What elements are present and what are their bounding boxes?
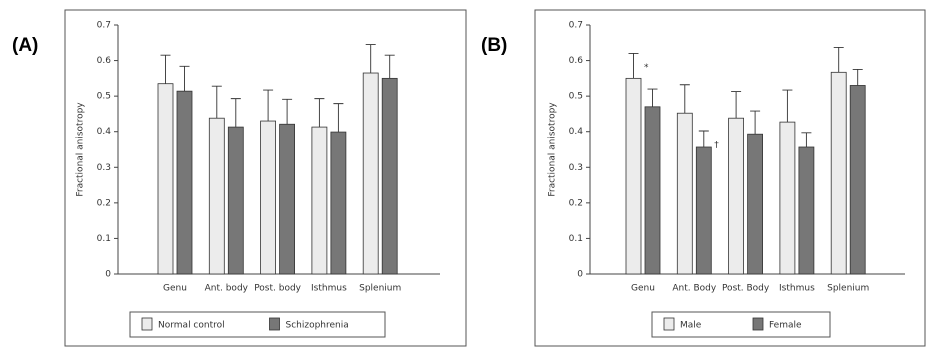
y-tick-label: 0.6 bbox=[569, 56, 584, 66]
legend-label: Female bbox=[769, 321, 802, 331]
error-bar bbox=[833, 46, 844, 73]
panel-frame bbox=[534, 9, 926, 347]
y-tick-label: 0.5 bbox=[569, 92, 583, 102]
y-axis-label: Fractional anisotropy bbox=[548, 102, 558, 197]
x-tick-label: Post. Body bbox=[722, 284, 770, 294]
panel-frame bbox=[64, 9, 467, 347]
error-bar bbox=[384, 54, 395, 79]
bar bbox=[849, 85, 866, 275]
error-bar bbox=[698, 130, 709, 148]
y-tick-label: 0.2 bbox=[569, 198, 583, 208]
bar bbox=[311, 126, 328, 275]
y-tick-label: 0.4 bbox=[569, 127, 584, 137]
x-tick-label: Isthmus bbox=[311, 284, 347, 294]
legend-box bbox=[651, 311, 831, 338]
y-tick-label: 0.7 bbox=[97, 21, 111, 31]
annotation: † bbox=[714, 141, 719, 151]
legend-swatch bbox=[752, 317, 764, 331]
bar bbox=[227, 126, 244, 275]
y-tick-label: 0.1 bbox=[569, 234, 583, 244]
legend-swatch bbox=[269, 317, 280, 331]
y-tick-label: 0.7 bbox=[569, 21, 583, 31]
y-tick-label: 0 bbox=[577, 270, 583, 280]
error-bar bbox=[782, 89, 793, 123]
error-bar bbox=[263, 89, 274, 122]
bar bbox=[728, 117, 744, 275]
legend-label: Normal control bbox=[158, 321, 225, 331]
bar bbox=[830, 71, 847, 275]
panel-label: (A) bbox=[12, 35, 38, 56]
y-tick-label: 0 bbox=[105, 270, 111, 280]
legend-swatch bbox=[663, 317, 675, 331]
y-tick-label: 0.3 bbox=[569, 163, 583, 173]
error-bar bbox=[282, 98, 293, 125]
legend-swatch bbox=[141, 317, 153, 331]
bar bbox=[157, 83, 174, 275]
bar bbox=[747, 133, 763, 275]
error-bar bbox=[750, 110, 761, 135]
bar bbox=[695, 146, 712, 275]
bar bbox=[625, 77, 642, 275]
bar bbox=[260, 120, 277, 275]
x-tick-label: Splenium bbox=[359, 284, 401, 294]
legend-label: Male bbox=[680, 321, 702, 331]
bar bbox=[362, 72, 379, 275]
y-tick-label: 0.3 bbox=[97, 163, 111, 173]
error-bar bbox=[647, 88, 658, 107]
error-bar bbox=[628, 53, 639, 79]
y-tick-label: 0.2 bbox=[97, 198, 111, 208]
bar bbox=[330, 131, 347, 275]
error-bar bbox=[801, 132, 812, 148]
error-bar bbox=[211, 85, 222, 119]
bar bbox=[644, 106, 661, 275]
y-tick-label: 0.4 bbox=[97, 127, 112, 137]
bar bbox=[279, 123, 296, 275]
legend-box bbox=[129, 311, 386, 338]
x-tick-label: Ant. body bbox=[205, 284, 249, 294]
error-bar bbox=[852, 69, 863, 86]
annotation: * bbox=[644, 63, 649, 73]
bar bbox=[381, 77, 398, 275]
x-tick-label: Genu bbox=[631, 284, 655, 294]
x-tick-label: Isthmus bbox=[779, 284, 815, 294]
legend-label: Schizophrenia bbox=[286, 321, 349, 331]
y-tick-label: 0.6 bbox=[97, 56, 112, 66]
bar bbox=[798, 146, 815, 275]
error-bar bbox=[365, 44, 376, 74]
error-bar bbox=[333, 103, 344, 133]
error-bar bbox=[314, 98, 325, 128]
x-tick-label: Genu bbox=[163, 284, 187, 294]
x-tick-label: Splenium bbox=[827, 284, 869, 294]
error-bar bbox=[731, 91, 742, 119]
error-bar bbox=[679, 84, 690, 114]
bar bbox=[779, 121, 796, 275]
y-tick-label: 0.5 bbox=[97, 92, 111, 102]
bar bbox=[208, 117, 225, 275]
y-axis-label: Fractional anisotropy bbox=[76, 102, 86, 197]
error-bar bbox=[160, 54, 171, 84]
error-bar bbox=[230, 98, 241, 128]
bar bbox=[676, 112, 693, 275]
bar bbox=[176, 90, 193, 275]
y-tick-label: 0.1 bbox=[97, 234, 111, 244]
x-tick-label: Ant. Body bbox=[672, 284, 717, 294]
x-tick-label: Post. body bbox=[254, 284, 301, 294]
panel-label: (B) bbox=[481, 35, 507, 56]
error-bar bbox=[179, 65, 190, 92]
